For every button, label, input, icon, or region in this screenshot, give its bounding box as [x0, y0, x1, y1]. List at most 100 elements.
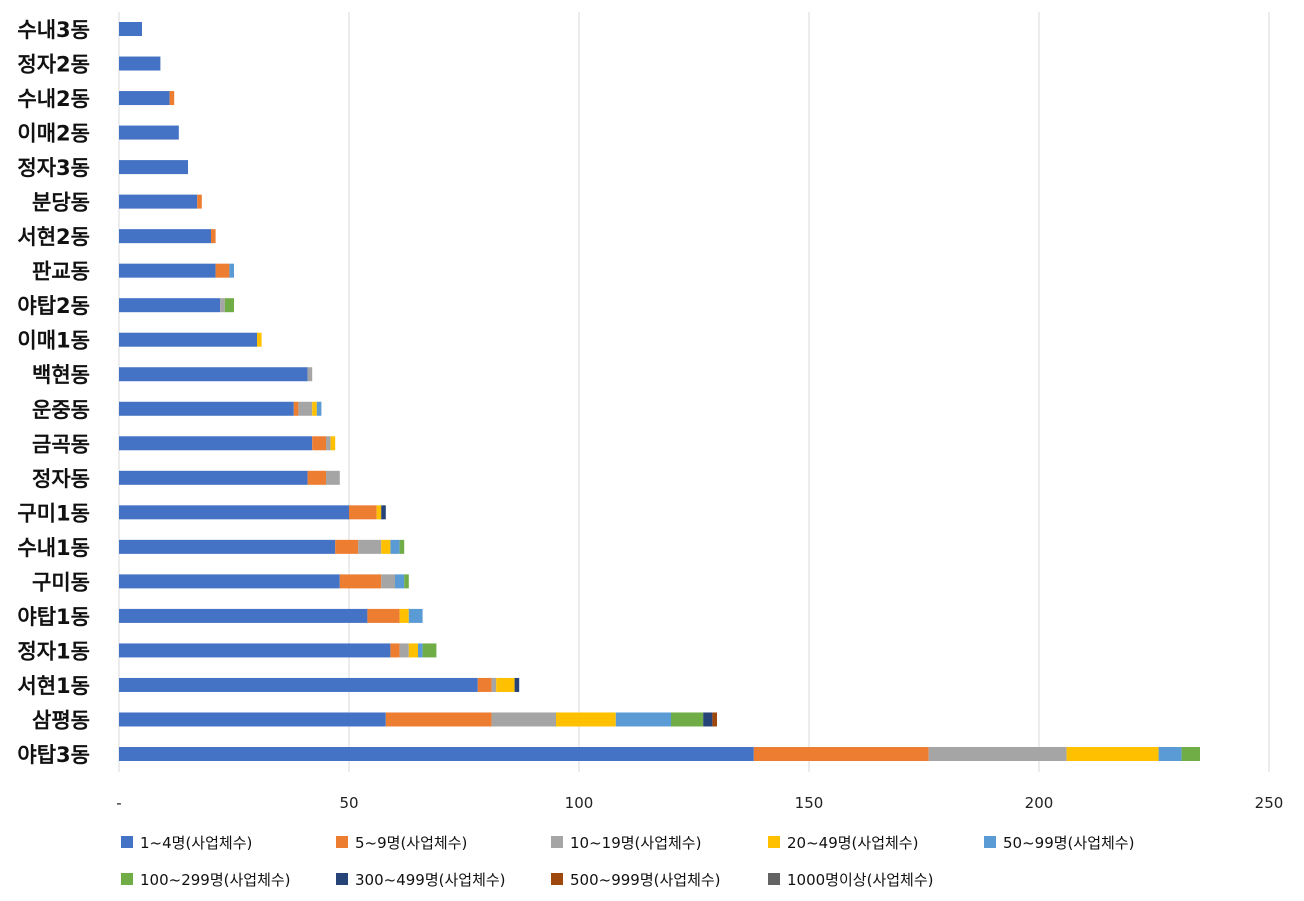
bar-segment — [119, 125, 179, 140]
bar-segment — [381, 574, 395, 589]
bar-segment — [399, 643, 409, 658]
bar-segment — [491, 712, 556, 727]
bar-segment — [330, 436, 336, 451]
bar-segment — [119, 712, 386, 727]
bar-segment — [119, 229, 211, 244]
bar-segment — [229, 263, 234, 278]
bar-segment — [119, 22, 142, 36]
category-label: 정자3동 — [17, 156, 90, 180]
bar-segment — [119, 747, 754, 761]
bar-segment — [119, 401, 294, 416]
bar-segment — [119, 677, 478, 692]
x-tick-label: 100 — [565, 794, 594, 812]
bar-segment — [496, 677, 515, 692]
category-label: 정자동 — [32, 467, 90, 491]
bar-segment — [119, 367, 308, 382]
bar-segment — [119, 56, 161, 71]
bar-segment — [293, 401, 299, 416]
bar-segment — [399, 539, 405, 554]
bar-segment — [197, 194, 202, 209]
bar-segment — [119, 608, 368, 623]
category-label: 이매1동 — [17, 329, 90, 353]
bar-segment — [307, 470, 326, 485]
legend-swatch — [551, 873, 563, 885]
bar-segment — [514, 677, 520, 692]
legend-label: 500~999명(사업체수) — [570, 871, 721, 889]
legend-label: 100~299명(사업체수) — [140, 871, 291, 889]
bar-segment — [169, 91, 175, 106]
x-tick-label: - — [116, 794, 121, 812]
bar-segment — [404, 574, 409, 589]
bar-segment — [671, 712, 704, 727]
category-label: 삼평동 — [32, 708, 90, 732]
category-label: 서현1동 — [17, 674, 90, 698]
bar-segment — [395, 574, 405, 589]
bar-segment — [211, 229, 216, 244]
legend-swatch — [984, 836, 996, 848]
category-label: 야탑2동 — [17, 294, 90, 318]
bar-segment — [381, 505, 386, 520]
bar-segment — [928, 747, 1067, 761]
bar-segment — [408, 608, 423, 623]
category-label: 야탑1동 — [17, 605, 90, 629]
bar-segment — [257, 332, 262, 347]
bar-segment — [119, 194, 198, 209]
legend-swatch — [121, 873, 133, 885]
bar-segment — [220, 298, 225, 313]
bar-segment — [119, 505, 349, 520]
legend-swatch — [768, 836, 780, 848]
bar-segment — [119, 470, 308, 485]
bar-segment — [615, 712, 671, 727]
bar-segment — [418, 643, 423, 658]
category-label: 서현2동 — [17, 225, 90, 249]
bar-segment — [385, 712, 492, 727]
bar-segment — [358, 539, 382, 554]
category-label: 이매2동 — [17, 122, 90, 146]
x-tick-label: 50 — [339, 794, 358, 812]
bar-segment — [477, 677, 492, 692]
category-label: 운중동 — [32, 398, 90, 422]
bar-segment — [703, 712, 713, 727]
bar-segment — [316, 401, 322, 416]
category-label: 구미1동 — [17, 501, 90, 525]
bar-segment — [376, 505, 382, 520]
category-label: 야탑3동 — [17, 743, 90, 767]
category-label: 백현동 — [32, 363, 90, 387]
legend-label: 1~4명(사업체수) — [140, 834, 252, 852]
bar-segment — [224, 298, 234, 313]
legend-swatch — [121, 836, 133, 848]
bar-segment — [119, 574, 340, 589]
bar-segment — [215, 263, 230, 278]
bar-segment — [119, 332, 257, 347]
bar-segment — [119, 539, 336, 554]
category-label: 판교동 — [32, 260, 90, 284]
bar-segment — [119, 298, 221, 313]
bar-segment — [753, 747, 929, 761]
bar-segment — [326, 470, 340, 485]
category-label: 정자1동 — [17, 639, 90, 663]
bar-segment — [491, 677, 497, 692]
legend-swatch — [336, 873, 348, 885]
category-label: 구미동 — [32, 570, 90, 594]
x-tick-label: 150 — [795, 794, 824, 812]
bar-segment — [712, 712, 717, 727]
bar-segment — [408, 643, 418, 658]
bar-segment — [298, 401, 313, 416]
bar-segment — [390, 539, 400, 554]
bar-segment — [312, 436, 326, 451]
legend-label: 50~99명(사업체수) — [1003, 834, 1134, 852]
bar-segment — [390, 643, 400, 658]
category-label: 수내2동 — [17, 87, 90, 111]
bar-segment — [326, 436, 331, 451]
legend-swatch — [551, 836, 563, 848]
bar-segment — [381, 539, 391, 554]
bar-segment — [335, 539, 359, 554]
bar-segment — [119, 91, 170, 106]
bar-segment — [119, 643, 391, 658]
legend-label: 5~9명(사업체수) — [355, 834, 467, 852]
legend-label: 10~19명(사업체수) — [570, 834, 701, 852]
bar-segment — [422, 643, 437, 658]
bar-segment — [307, 367, 313, 382]
legend-swatch — [336, 836, 348, 848]
